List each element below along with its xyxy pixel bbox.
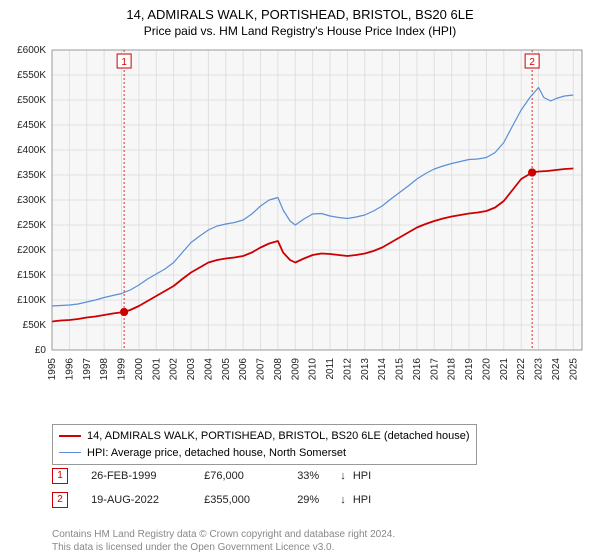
- marker-price-1: £76,000: [204, 470, 294, 482]
- marker-pct-1: 33%: [297, 470, 337, 482]
- svg-text:£150K: £150K: [17, 270, 46, 281]
- arrow-down-icon: ↓: [340, 470, 346, 482]
- svg-text:£550K: £550K: [17, 70, 46, 81]
- svg-text:2005: 2005: [221, 358, 232, 381]
- svg-text:1999: 1999: [117, 358, 128, 381]
- marker-date-2: 19-AUG-2022: [91, 494, 201, 506]
- svg-text:£200K: £200K: [17, 245, 46, 256]
- marker-pct-2: 29%: [297, 494, 337, 506]
- chart-area: £0 £50K £100K £150K £200K £250K £300K £350K £400…: [0, 44, 600, 414]
- svg-text:£450K: £450K: [17, 120, 46, 131]
- marker-box-1: 1: [52, 468, 68, 484]
- marker-price-2: £355,000: [204, 494, 294, 506]
- svg-text:2014: 2014: [377, 358, 388, 381]
- svg-text:2019: 2019: [464, 358, 475, 381]
- svg-text:2009: 2009: [290, 358, 301, 381]
- legend-label-price: 14, ADMIRALS WALK, PORTISHEAD, BRISTOL, …: [87, 430, 470, 442]
- marker-pct-label-1: HPI: [353, 470, 371, 482]
- svg-text:2016: 2016: [412, 358, 423, 381]
- chart-subtitle: Price paid vs. HM Land Registry's House …: [0, 24, 600, 42]
- chart-title: 14, ADMIRALS WALK, PORTISHEAD, BRISTOL, …: [0, 0, 600, 24]
- svg-text:2012: 2012: [342, 358, 353, 381]
- svg-text:2021: 2021: [499, 358, 510, 381]
- svg-text:2000: 2000: [134, 358, 145, 381]
- arrow-down-icon: ↓: [340, 494, 346, 506]
- svg-text:2018: 2018: [447, 358, 458, 381]
- svg-text:£400K: £400K: [17, 145, 46, 156]
- svg-text:1996: 1996: [64, 358, 75, 381]
- legend-swatch-hpi: [59, 452, 81, 453]
- svg-text:2007: 2007: [256, 358, 267, 381]
- svg-text:2020: 2020: [481, 358, 492, 381]
- marker-row-1: 1 26-FEB-1999 £76,000 33% ↓ HPI: [52, 468, 371, 484]
- svg-text:£600K: £600K: [17, 45, 46, 56]
- svg-text:2006: 2006: [238, 358, 249, 381]
- svg-text:2001: 2001: [151, 358, 162, 381]
- legend: 14, ADMIRALS WALK, PORTISHEAD, BRISTOL, …: [52, 424, 477, 465]
- license-line-2: This data is licensed under the Open Gov…: [52, 541, 395, 554]
- marker-row-2: 2 19-AUG-2022 £355,000 29% ↓ HPI: [52, 492, 371, 508]
- svg-text:2017: 2017: [429, 358, 440, 381]
- svg-text:2011: 2011: [325, 358, 336, 380]
- marker-pct-label-2: HPI: [353, 494, 371, 506]
- chart-container: 14, ADMIRALS WALK, PORTISHEAD, BRISTOL, …: [0, 0, 600, 560]
- chart-svg: £0 £50K £100K £150K £200K £250K £300K £350K £400…: [0, 44, 600, 414]
- svg-text:£250K: £250K: [17, 220, 46, 231]
- svg-text:£0: £0: [35, 345, 47, 356]
- marker-date-1: 26-FEB-1999: [91, 470, 201, 482]
- svg-text:2013: 2013: [360, 358, 371, 381]
- svg-text:1998: 1998: [99, 358, 110, 381]
- svg-text:2015: 2015: [395, 358, 406, 381]
- svg-text:2003: 2003: [186, 358, 197, 381]
- legend-item-price: 14, ADMIRALS WALK, PORTISHEAD, BRISTOL, …: [59, 428, 470, 445]
- marker-box-2: 2: [52, 492, 68, 508]
- svg-text:2004: 2004: [203, 358, 214, 381]
- svg-text:1: 1: [121, 57, 127, 68]
- legend-swatch-price: [59, 435, 81, 437]
- svg-text:1997: 1997: [82, 358, 93, 381]
- svg-text:£300K: £300K: [17, 195, 46, 206]
- svg-text:2022: 2022: [516, 358, 527, 381]
- svg-text:1995: 1995: [47, 358, 58, 381]
- license-line-1: Contains HM Land Registry data © Crown c…: [52, 528, 395, 541]
- svg-text:2010: 2010: [308, 358, 319, 381]
- svg-text:2024: 2024: [551, 358, 562, 381]
- svg-text:2008: 2008: [273, 358, 284, 381]
- legend-label-hpi: HPI: Average price, detached house, Nort…: [87, 447, 346, 459]
- svg-text:2023: 2023: [534, 358, 545, 381]
- legend-item-hpi: HPI: Average price, detached house, Nort…: [59, 445, 470, 462]
- svg-text:2002: 2002: [169, 358, 180, 381]
- svg-text:2: 2: [529, 57, 535, 68]
- license-text: Contains HM Land Registry data © Crown c…: [52, 528, 395, 554]
- svg-text:£500K: £500K: [17, 95, 46, 106]
- svg-text:£350K: £350K: [17, 170, 46, 181]
- svg-text:2025: 2025: [568, 358, 579, 381]
- svg-text:£100K: £100K: [17, 295, 46, 306]
- svg-text:£50K: £50K: [23, 320, 47, 331]
